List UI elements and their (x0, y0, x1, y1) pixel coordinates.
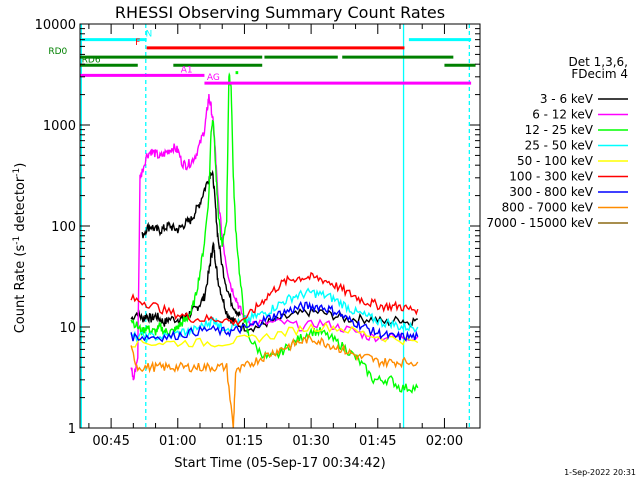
y-tick-label-0: 1 (68, 422, 76, 437)
legend-label-0: 3 - 6 keV (540, 92, 594, 106)
state-bar-label-10: AG (207, 73, 220, 83)
x-tick-label-1: 01:00 (159, 434, 196, 449)
series-line-4 (130, 287, 419, 344)
axes: 1 10 100 1000 10000 00:45 01:00 01:15 01:30 01:45… (35, 18, 481, 449)
legend-label-2: 6 - 12 keV (532, 108, 594, 122)
legend-label-5: 50 - 100 keV (517, 154, 594, 168)
y-axis-label: Count Rate (s-1 detector-1) (12, 163, 28, 334)
state-bar-label-0: N (146, 30, 153, 40)
x-tick-label-4: 01:45 (359, 434, 396, 449)
series-line-7 (130, 300, 419, 343)
legend-label-9: 7000 - 15000 keV (486, 216, 593, 230)
state-bar-label-2: F (135, 38, 140, 48)
x-tick-label-2: 01:15 (226, 434, 263, 449)
legend-label-6: 100 - 300 keV (509, 170, 593, 184)
y-tick-label-1: 10 (59, 321, 76, 336)
state-bar-label-9: A1 (181, 65, 193, 75)
footer-timestamp: 1-Sep-2022 20:31 (564, 468, 636, 477)
y-axis-label-close: ) (13, 163, 28, 168)
y-axis-label-main: Count Rate (s (13, 245, 28, 334)
plot-area: NF RD0 RD6 A1 AG (48, 24, 476, 429)
series-line-3 (130, 72, 419, 394)
state-bar-label-3: RD0 (48, 47, 67, 57)
legend-label-8: 800 - 7000 keV (502, 201, 594, 215)
legend-label-4: 25 - 50 keV (525, 139, 594, 153)
legend-header-decimation: FDecim 4 (571, 67, 628, 81)
x-tick-label-3: 01:30 (292, 434, 329, 449)
chart-title: RHESSI Observing Summary Count Rates (115, 3, 445, 22)
x-tick-label-0: 00:45 (92, 434, 129, 449)
state-bar-label-6: RD6 (82, 55, 101, 65)
y-axis-label-tail: detector (13, 176, 28, 236)
series-line-2 (130, 94, 419, 381)
x-axis-label: Start Time (05-Sep-17 00:34:42) (174, 456, 385, 471)
y-tick-label-2: 100 (51, 220, 76, 235)
y-axis-label-sup1: -1 (12, 236, 22, 245)
y-tick-label-3: 1000 (43, 119, 76, 134)
series-line-5 (131, 321, 419, 348)
x-tick-label-5: 02:00 (426, 434, 463, 449)
legend-label-3: 12 - 25 keV (525, 123, 594, 137)
series-line-1 (141, 169, 241, 318)
legend-label-7: 300 - 800 keV (509, 185, 593, 199)
y-tick-label-4: 10000 (35, 18, 76, 33)
legend-header-detectors: Det 1,3,6, (569, 55, 629, 69)
y-axis-label-sup2: -1 (12, 168, 22, 177)
series-line-6 (130, 271, 419, 327)
series-line-8 (130, 334, 419, 429)
